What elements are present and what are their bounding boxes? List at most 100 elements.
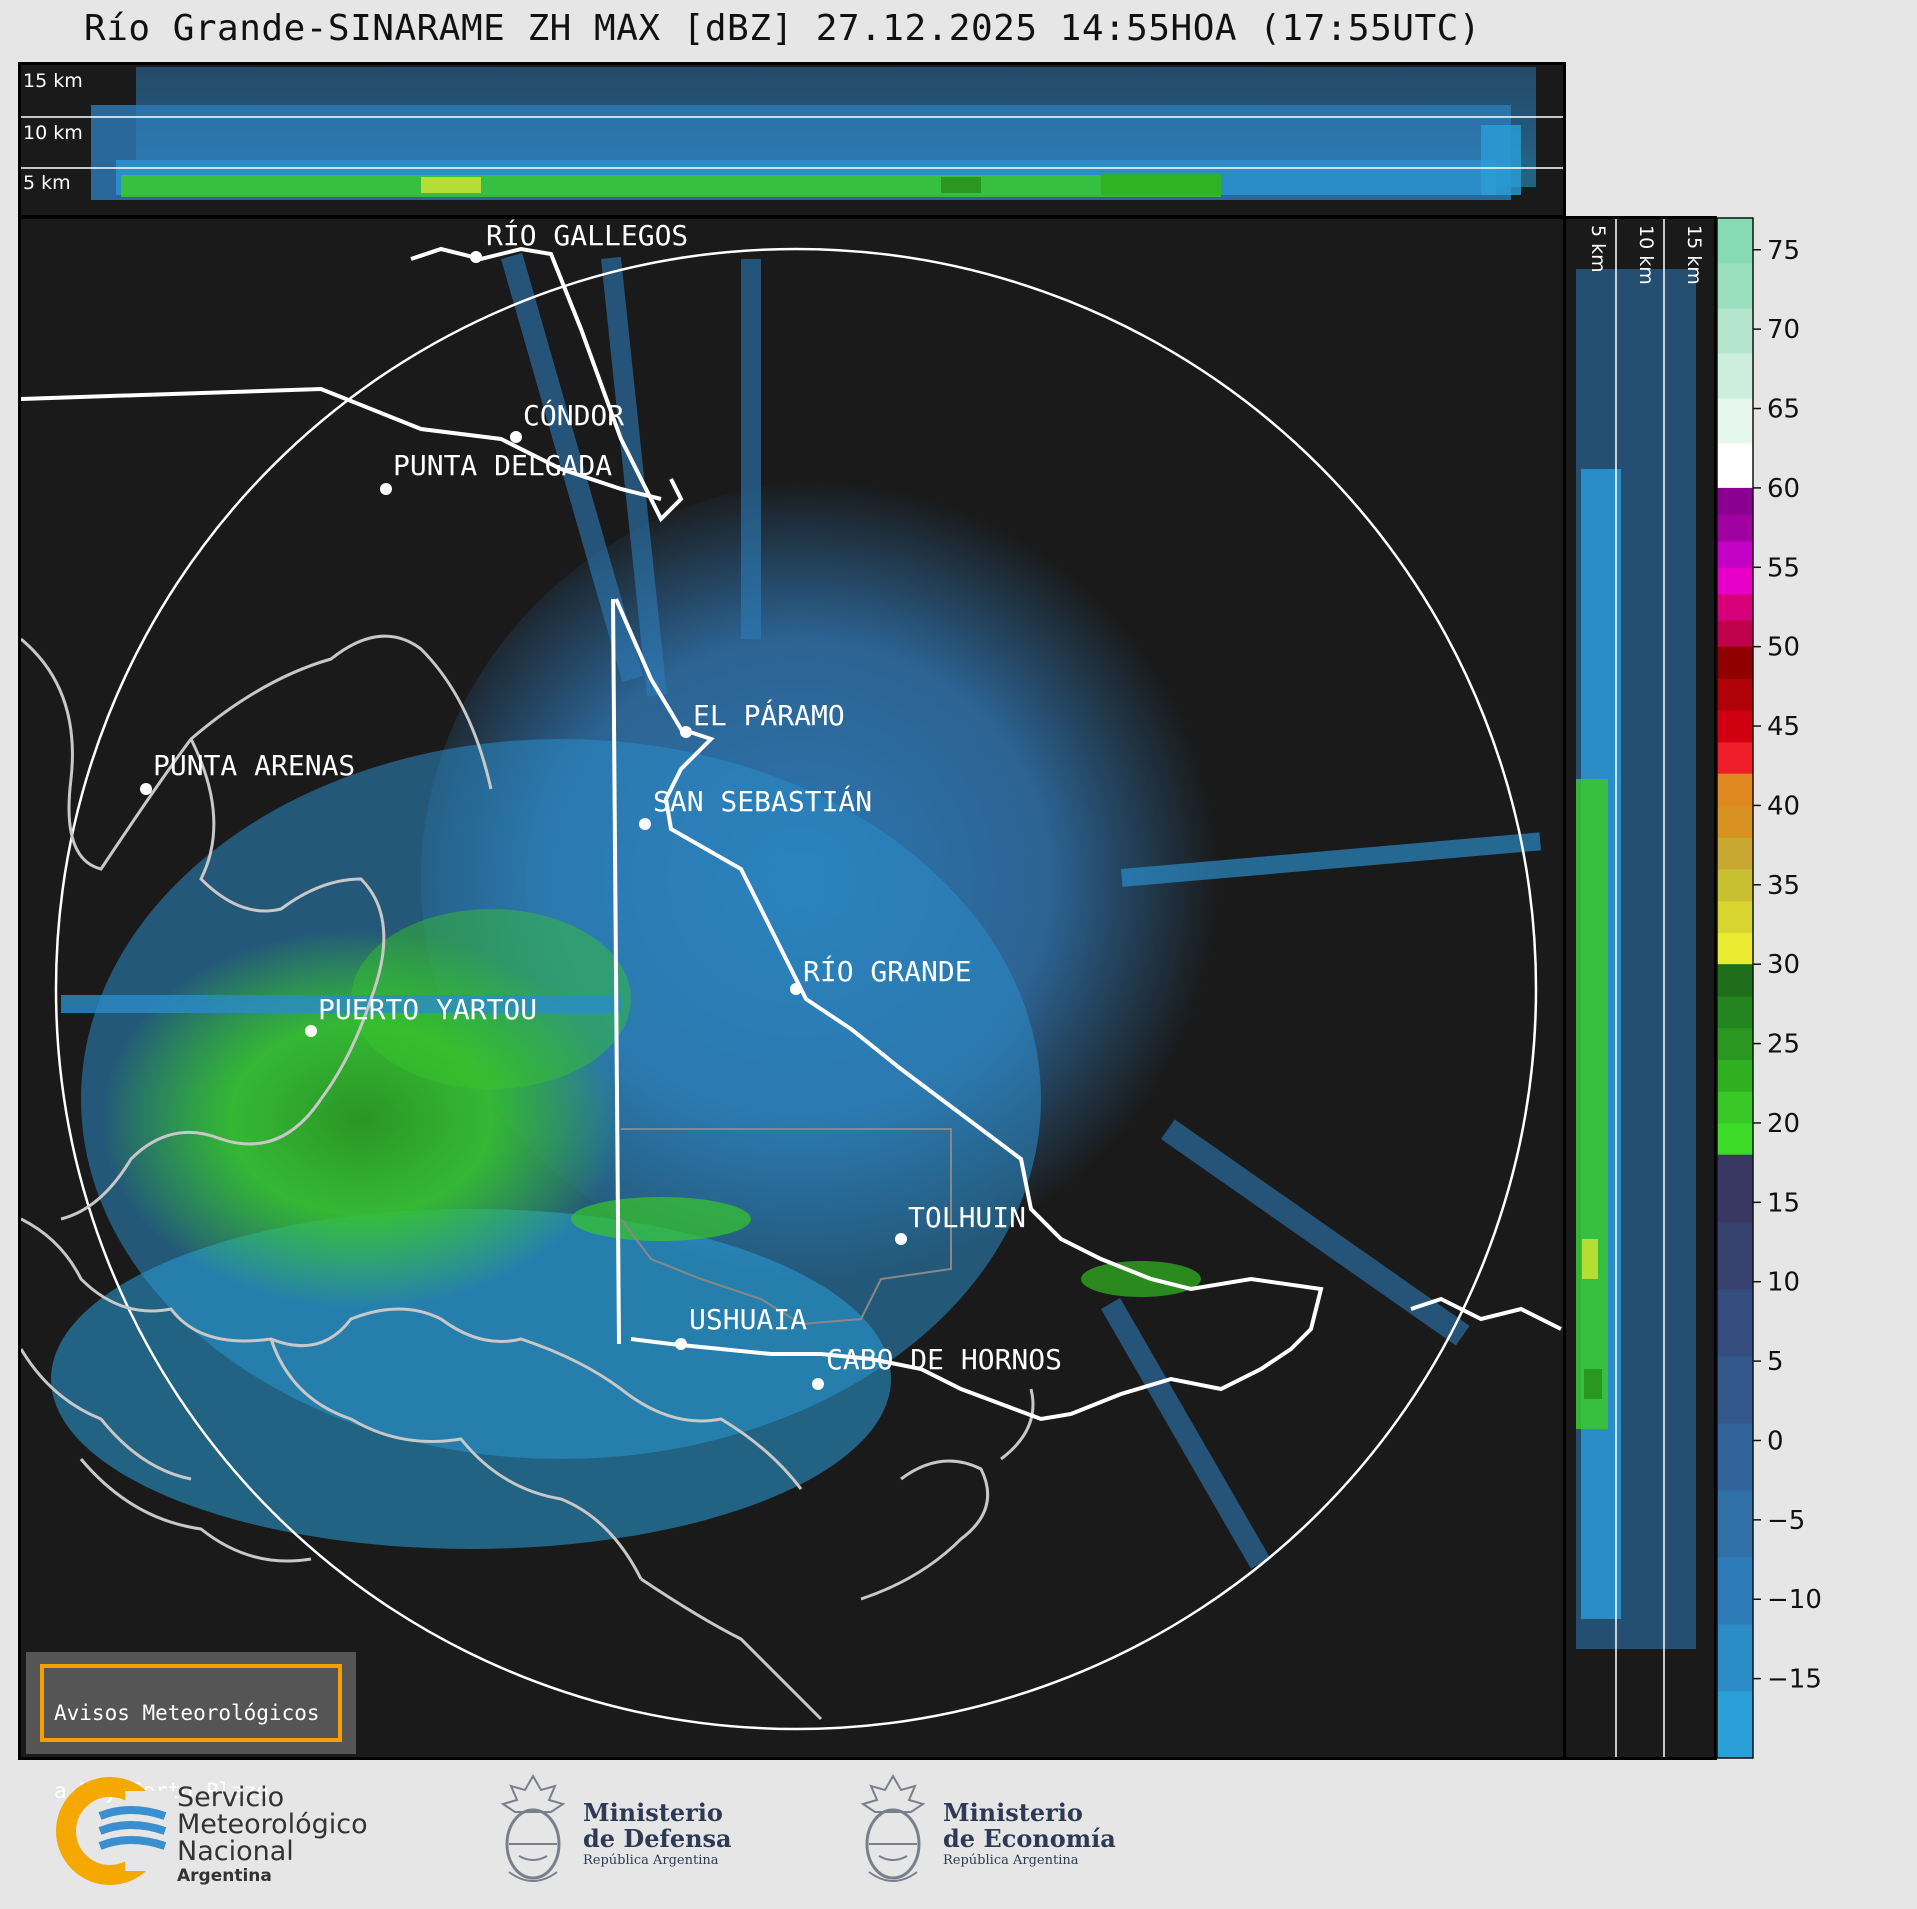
colorbar-segment xyxy=(1717,1091,1753,1124)
colorbar-segment xyxy=(1717,995,1753,1029)
colorbar-segment xyxy=(1717,1489,1753,1558)
svg-text:CABO DE HORNOS: CABO DE HORNOS xyxy=(826,1343,1062,1376)
colorbar-segment xyxy=(1717,1154,1753,1223)
side-height-label-10km: 10 km xyxy=(1635,225,1657,285)
colorbar-segment xyxy=(1717,1355,1753,1424)
colorbar-tick-label: 75 xyxy=(1767,236,1800,266)
smn-line-4: Argentina xyxy=(177,1866,272,1886)
colorbar-segment xyxy=(1717,1556,1753,1625)
colorbar-segment xyxy=(1717,932,1753,965)
smn-line-2: Meteorológico xyxy=(177,1809,368,1840)
map-title: Río Grande-SINARAME ZH MAX [dBZ] 27.12.2… xyxy=(84,8,1481,49)
coastline-chile xyxy=(21,634,1035,1721)
city-puerto-yartou: PUERTO YARTOU xyxy=(305,993,537,1037)
colorbar-tick-label: 5 xyxy=(1767,1347,1784,1377)
department-border xyxy=(620,1128,952,1326)
city-tolhuin: TOLHUIN xyxy=(895,1201,1026,1245)
radar-map-panel: RÍO GALLEGOS CÓNDOR PUNTA DELGADA EL PÁR… xyxy=(18,216,1566,1760)
colorbar-tick-label: 55 xyxy=(1767,553,1800,583)
city-el-paramo: EL PÁRAMO xyxy=(680,698,845,738)
svg-text:RÍO GRANDE: RÍO GRANDE xyxy=(803,954,972,988)
colorbar-segment xyxy=(1717,620,1753,648)
colorbar-segment xyxy=(1717,262,1753,309)
colorbar-tick-label: 30 xyxy=(1767,950,1800,980)
city-condor: CÓNDOR xyxy=(510,398,624,443)
ministerio-defensa-logo: Ministerio de Defensa República Argentin… xyxy=(495,1773,755,1886)
svg-text:PUNTA DELGADA: PUNTA DELGADA xyxy=(393,449,612,482)
colorbar-segment xyxy=(1717,540,1753,568)
colorbar-tick-label: 25 xyxy=(1767,1030,1800,1060)
colorbar-segment xyxy=(1717,397,1753,444)
colorbar-segment xyxy=(1717,773,1753,806)
side-height-label-15km: 15 km xyxy=(1683,225,1705,285)
smn-emblem-icon xyxy=(56,1777,175,1885)
colorbar-segment xyxy=(1717,442,1753,489)
reflectivity-echoes xyxy=(51,252,1541,1569)
notice-box[interactable]: Avisos Meteorológicos a Muy Corto Plazo xyxy=(26,1652,356,1803)
colorbar-segment xyxy=(1717,218,1753,264)
ministerio-economia-logo: Ministerio de Economía República Argenti… xyxy=(855,1773,1135,1886)
defensa-line-3: República Argentina xyxy=(583,1853,719,1868)
smn-logo: Servicio Meteorológico Nacional Argentin… xyxy=(55,1776,395,1886)
colorbar-segment xyxy=(1717,307,1753,354)
colorbar-segment xyxy=(1717,514,1753,542)
coat-of-arms-icon xyxy=(860,1773,926,1882)
top-height-label-15km: 15 km xyxy=(23,70,83,92)
colorbar-tick-label: 0 xyxy=(1767,1426,1784,1456)
colorbar-tick-label: 50 xyxy=(1767,633,1800,663)
city-ushuaia: USHUAIA xyxy=(675,1303,807,1350)
reflectivity-colorbar: 75 70 65 60 55 50 45 40 35 30 25 20 15 10 5 0 −5 −10 −15 xyxy=(1716,216,1906,1760)
svg-text:TOLHUIN: TOLHUIN xyxy=(908,1201,1026,1234)
svg-text:SAN SEBASTIÁN: SAN SEBASTIÁN xyxy=(653,784,872,818)
colorbar-tick-label: 10 xyxy=(1767,1268,1800,1298)
colorbar-segment xyxy=(1717,1690,1753,1759)
colorbar-segment xyxy=(1717,1422,1753,1491)
colorbar-segment xyxy=(1717,1027,1753,1060)
colorbar-segment xyxy=(1717,900,1753,933)
svg-text:CÓNDOR: CÓNDOR xyxy=(523,398,624,432)
colorbar-segment xyxy=(1717,1122,1753,1156)
smn-line-1: Servicio xyxy=(177,1782,285,1813)
colorbar-segment xyxy=(1717,868,1753,902)
top-height-profile: 15 km 10 km 5 km xyxy=(18,62,1566,218)
colorbar-tick-label: 40 xyxy=(1767,791,1800,821)
svg-text:PUERTO YARTOU: PUERTO YARTOU xyxy=(318,993,537,1026)
colorbar-segment xyxy=(1717,1623,1753,1692)
defensa-line-1: Ministerio xyxy=(583,1798,723,1827)
svg-text:USHUAIA: USHUAIA xyxy=(689,1303,807,1336)
colorbar-segment xyxy=(1717,710,1753,743)
colorbar-tick-label: 65 xyxy=(1767,395,1800,425)
svg-text:EL PÁRAMO: EL PÁRAMO xyxy=(693,698,845,732)
coat-of-arms-icon xyxy=(500,1773,566,1882)
colorbar-segment xyxy=(1717,964,1753,997)
colorbar-tick-label: −10 xyxy=(1767,1585,1822,1615)
colorbar-tick-label: 20 xyxy=(1767,1109,1800,1139)
side-height-profile: 5 km 10 km 15 km xyxy=(1563,216,1717,1760)
smn-line-3: Nacional xyxy=(177,1836,294,1867)
coastline-argentina xyxy=(21,246,1562,1422)
colorbar-segment xyxy=(1717,646,1753,679)
top-height-label-10km: 10 km xyxy=(23,122,83,144)
city-rio-gallegos: RÍO GALLEGOS xyxy=(470,219,688,263)
colorbar-segment xyxy=(1717,837,1753,870)
colorbar-tick-label: 15 xyxy=(1767,1188,1800,1218)
colorbar-segment xyxy=(1717,352,1753,399)
colorbar-tick-label: 70 xyxy=(1767,315,1800,345)
colorbar-tick-label: 35 xyxy=(1767,871,1800,901)
city-punta-arenas: PUNTA ARENAS xyxy=(140,749,355,795)
colorbar-tick-label: −15 xyxy=(1767,1665,1822,1695)
city-markers: RÍO GALLEGOS CÓNDOR PUNTA DELGADA EL PÁR… xyxy=(140,219,1062,1390)
colorbar-tick-label: 60 xyxy=(1767,474,1800,504)
city-san-sebastian: SAN SEBASTIÁN xyxy=(639,784,872,830)
economia-line-1: Ministerio xyxy=(943,1798,1083,1827)
colorbar-segment xyxy=(1717,567,1753,595)
colorbar-segment xyxy=(1717,1288,1753,1357)
colorbar-segment xyxy=(1717,678,1753,711)
colorbar-segment xyxy=(1717,593,1753,621)
notice-line-1: Avisos Meteorológicos xyxy=(54,1701,320,1725)
economia-line-3: República Argentina xyxy=(943,1853,1079,1868)
colorbar-segment xyxy=(1717,1221,1753,1290)
economia-line-2: de Economía xyxy=(943,1824,1116,1853)
side-height-label-5km: 5 km xyxy=(1587,225,1609,273)
colorbar-segment xyxy=(1717,741,1753,775)
